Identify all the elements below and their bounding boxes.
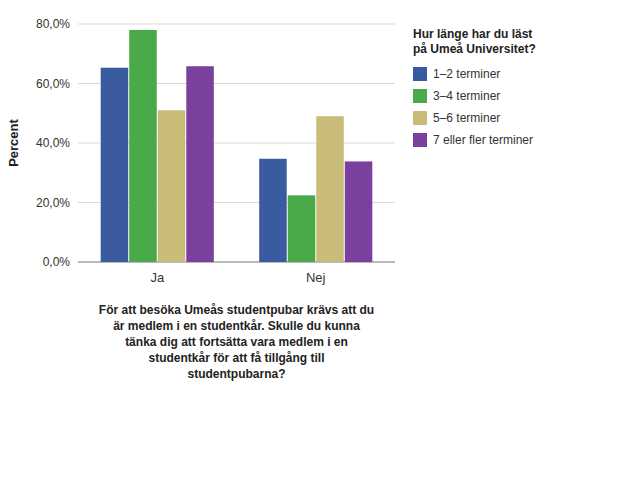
grid-line bbox=[78, 24, 395, 25]
legend-swatch bbox=[413, 133, 427, 147]
legend-entry: 3–4 terminer bbox=[433, 89, 500, 103]
bar bbox=[129, 30, 157, 262]
y-tick-label: 40,0% bbox=[36, 136, 70, 150]
y-tick-label: 0,0% bbox=[43, 255, 71, 269]
y-tick-label: 20,0% bbox=[36, 196, 70, 210]
x-axis: Ja Nej bbox=[150, 270, 325, 285]
x-axis-label: För att besöka Umeås studentpubar krävs … bbox=[99, 303, 374, 381]
legend-entry: 5–6 terminer bbox=[433, 111, 500, 125]
bar bbox=[101, 68, 129, 262]
legend-swatch bbox=[413, 67, 427, 81]
legend: Hur länge har du lästpå Umeå Universitet… bbox=[413, 27, 536, 147]
y-axis: 0,0% 20,0% 40,0% 60,0% 80,0% bbox=[36, 17, 395, 269]
legend-entry: 1–2 terminer bbox=[433, 67, 500, 81]
chart-svg: 0,0% 20,0% 40,0% 60,0% 80,0% Percent Ja Nej För … bbox=[0, 0, 627, 501]
legend-entry: 7 eller fler terminer bbox=[433, 133, 533, 147]
x-tick-label: Ja bbox=[150, 270, 165, 285]
legend-swatch bbox=[413, 89, 427, 103]
bar bbox=[288, 195, 316, 262]
bar bbox=[186, 66, 214, 262]
bars bbox=[101, 30, 373, 262]
bar bbox=[259, 159, 287, 262]
legend-title: Hur länge har du lästpå Umeå Universitet… bbox=[413, 27, 536, 56]
bar bbox=[345, 161, 373, 262]
y-tick-label: 80,0% bbox=[36, 17, 70, 31]
y-axis-label: Percent bbox=[6, 118, 21, 166]
bar bbox=[158, 110, 186, 262]
bar bbox=[316, 116, 344, 262]
y-tick-label: 60,0% bbox=[36, 77, 70, 91]
x-tick-label: Nej bbox=[306, 270, 326, 285]
chart-container: 0,0% 20,0% 40,0% 60,0% 80,0% Percent Ja Nej För … bbox=[0, 0, 627, 501]
legend-swatch bbox=[413, 111, 427, 125]
